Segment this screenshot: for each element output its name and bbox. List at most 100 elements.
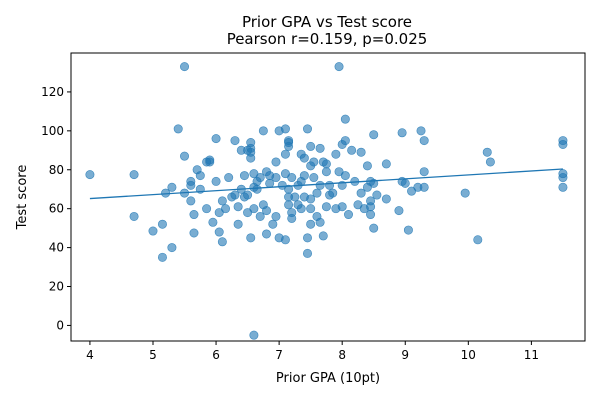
data-point [299, 171, 309, 181]
data-point [287, 173, 297, 183]
data-point [343, 210, 353, 220]
data-point [416, 126, 426, 136]
data-point [290, 192, 300, 202]
data-point [258, 126, 268, 136]
data-point [318, 231, 328, 241]
data-point [205, 157, 215, 167]
data-point [85, 170, 95, 180]
data-point [334, 62, 344, 72]
data-point [214, 227, 224, 237]
data-point [309, 157, 319, 167]
x-tick-label: 9 [401, 348, 409, 362]
data-point [255, 211, 265, 221]
data-point [337, 202, 347, 212]
data-point [221, 204, 231, 214]
data-point [271, 211, 281, 221]
data-point [419, 167, 429, 177]
data-point [287, 213, 297, 223]
y-tick-label: 60 [49, 202, 64, 216]
data-point [224, 173, 234, 183]
data-point [233, 219, 243, 229]
data-point [482, 147, 492, 157]
x-axis-label: Prior GPA (10pt) [276, 371, 380, 386]
data-point [321, 167, 331, 177]
x-tick-label: 7 [275, 348, 283, 362]
data-point [189, 210, 199, 220]
data-point [173, 124, 183, 134]
data-point [369, 130, 379, 140]
data-point [302, 124, 312, 134]
data-point [315, 180, 325, 190]
x-tick-label: 6 [212, 348, 220, 362]
x-tick-label: 4 [86, 348, 94, 362]
data-point [230, 190, 240, 200]
data-point [195, 171, 205, 181]
data-point [129, 211, 139, 221]
data-point [328, 188, 338, 198]
x-axis-ticks: 4 5 6 7 8 9 10 11 [86, 341, 539, 362]
data-point [362, 161, 372, 171]
data-point [208, 217, 218, 227]
data-point [299, 153, 309, 163]
data-point [403, 225, 413, 235]
data-point [239, 171, 249, 181]
chart-subtitle: Pearson r=0.159, p=0.025 [227, 30, 428, 48]
x-tick-label: 11 [524, 348, 539, 362]
data-point [148, 226, 158, 236]
data-point [397, 128, 407, 138]
data-point [280, 124, 290, 134]
data-point [325, 180, 335, 190]
trendline-layer [89, 168, 563, 200]
chart-title: Prior GPA vs Test score [242, 13, 412, 31]
data-point [262, 206, 272, 216]
data-point [356, 147, 366, 157]
data-point [302, 233, 312, 243]
x-tick-label: 8 [338, 348, 346, 362]
data-point [306, 204, 316, 214]
data-point [211, 134, 221, 144]
data-point [217, 196, 227, 206]
data-point [366, 202, 376, 212]
data-point [340, 114, 350, 124]
data-point [189, 228, 199, 238]
data-point [302, 248, 312, 258]
y-tick-label: 120 [41, 85, 64, 99]
data-point [372, 190, 382, 200]
data-point [381, 194, 391, 204]
y-tick-label: 40 [49, 241, 64, 255]
data-point [400, 178, 410, 188]
data-point [321, 159, 331, 169]
data-point [129, 170, 139, 180]
x-tick-label: 5 [149, 348, 157, 362]
data-point [262, 229, 272, 239]
data-point [558, 182, 568, 192]
data-point [280, 235, 290, 245]
data-point [186, 180, 196, 190]
data-point [381, 159, 391, 169]
data-point [309, 173, 319, 183]
data-point [284, 141, 294, 151]
data-point [230, 136, 240, 146]
data-point [271, 157, 281, 167]
data-point [246, 138, 256, 148]
data-point [473, 235, 483, 245]
data-point [167, 182, 177, 192]
data-point [157, 252, 167, 262]
data-point [255, 173, 265, 183]
data-point [419, 182, 429, 192]
y-tick-label: 0 [56, 318, 64, 332]
data-point [180, 151, 190, 161]
x-tick-label: 10 [461, 348, 476, 362]
data-point [366, 210, 376, 220]
data-point [394, 206, 404, 216]
data-point [280, 149, 290, 159]
data-point [558, 139, 568, 149]
data-point [186, 196, 196, 206]
data-point [312, 188, 322, 198]
data-point [321, 202, 331, 212]
data-point [246, 233, 256, 243]
data-point [157, 219, 167, 229]
data-point [356, 188, 366, 198]
